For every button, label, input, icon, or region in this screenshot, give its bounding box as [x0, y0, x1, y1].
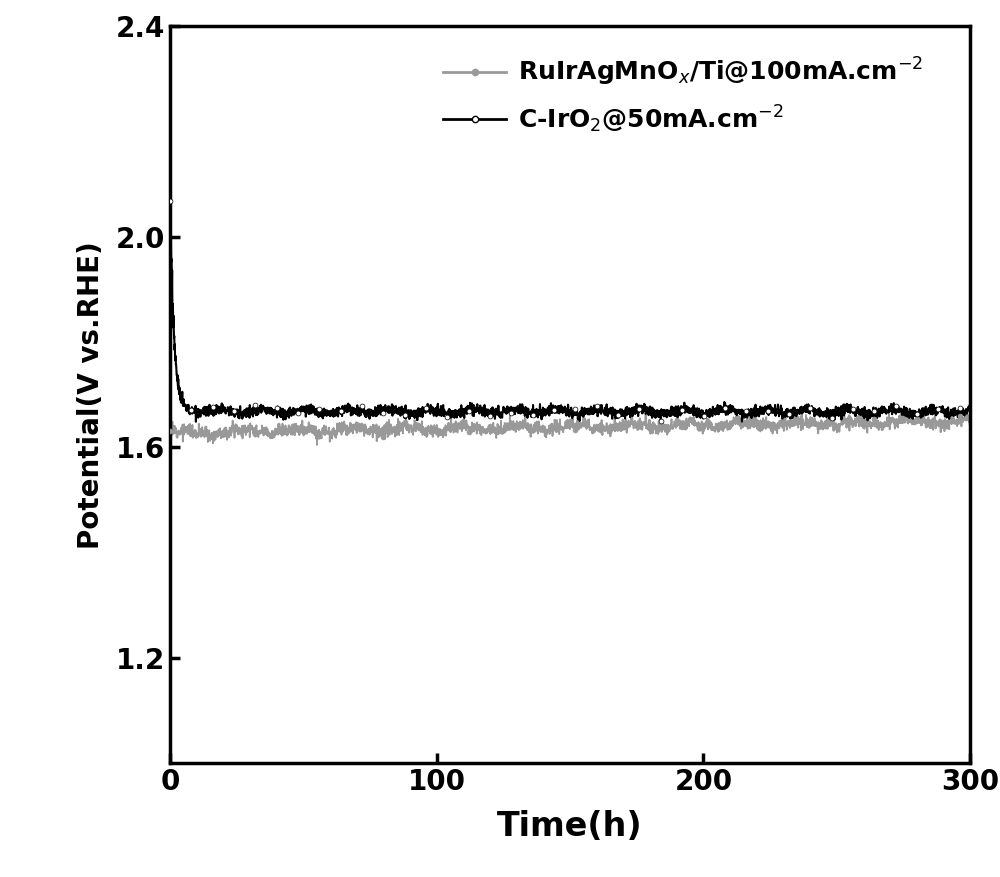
Legend: RuIrAgMnO$_x$/Ti@100mA.cm$^{-2}$, C-IrO$_2$@50mA.cm$^{-2}$: RuIrAgMnO$_x$/Ti@100mA.cm$^{-2}$, C-IrO$… — [433, 46, 934, 145]
X-axis label: Time(h): Time(h) — [497, 809, 643, 843]
Y-axis label: Potential(V vs.RHE): Potential(V vs.RHE) — [77, 241, 105, 548]
